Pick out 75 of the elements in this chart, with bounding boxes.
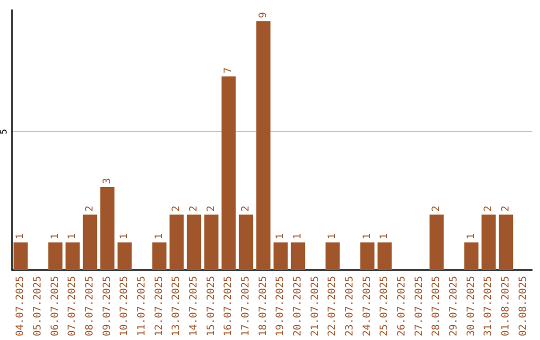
data-label: 1 — [292, 233, 304, 240]
bar — [360, 242, 374, 270]
bar — [498, 214, 514, 270]
bar — [482, 214, 496, 270]
bar — [48, 242, 62, 270]
bar — [256, 21, 270, 270]
x-tick-label: 20.07.2025 — [292, 276, 304, 336]
bar — [238, 214, 254, 270]
data-label: 2 — [240, 206, 252, 212]
x-tick-label: 19.07.2025 — [275, 276, 286, 336]
x-tick-label: 04.07.2025 — [15, 276, 26, 336]
data-label: 2 — [500, 206, 512, 212]
x-tick-label: 06.07.2025 — [50, 276, 61, 336]
x-tick-label: 18.07.2025 — [258, 276, 269, 336]
data-label: 1 — [119, 233, 130, 240]
x-tick-label: 28.07.2025 — [431, 276, 442, 336]
x-tick-label: 01.08.2025 — [500, 276, 512, 336]
x-tick-label: 10.07.2025 — [119, 276, 130, 336]
x-tick-label: 31.07.2025 — [483, 276, 494, 336]
x-tick-label: 09.07.2025 — [102, 276, 113, 336]
bar — [100, 187, 114, 270]
bar — [152, 242, 166, 270]
bar — [464, 242, 478, 270]
bar — [82, 214, 98, 270]
x-tick-label: 26.07.2025 — [396, 276, 408, 336]
x-tick-label: 07.07.2025 — [67, 276, 78, 336]
bar — [14, 242, 28, 270]
x-tick-label: 14.07.2025 — [188, 276, 200, 336]
x-tick-label: 21.07.2025 — [310, 276, 321, 336]
x-tick-label: 16.07.2025 — [223, 276, 234, 336]
x-tick-label: 12.07.2025 — [154, 276, 165, 336]
bar — [430, 214, 444, 270]
x-tick-label: 05.07.2025 — [32, 276, 44, 336]
bar — [222, 76, 236, 270]
bar — [66, 242, 80, 270]
x-tick-label: 13.07.2025 — [171, 276, 182, 336]
data-label: 2 — [431, 206, 442, 212]
bar — [170, 214, 184, 270]
x-tick-label: 29.07.2025 — [448, 276, 460, 336]
bar — [326, 242, 340, 270]
x-tick-label: 24.07.2025 — [362, 276, 373, 336]
y-tick-label: 5 — [0, 128, 10, 134]
data-label: 1 — [67, 233, 78, 240]
data-label: 2 — [206, 206, 217, 212]
x-tick-label: 08.07.2025 — [84, 276, 96, 336]
data-label: 1 — [327, 233, 338, 240]
bar — [118, 242, 132, 270]
data-label: 7 — [223, 67, 234, 74]
data-label: 1 — [362, 233, 373, 240]
bar — [378, 242, 392, 270]
data-label: 1 — [154, 233, 165, 240]
data-label: 1 — [50, 233, 61, 240]
bar — [186, 214, 202, 270]
x-tick-label: 02.08.2025 — [518, 276, 529, 336]
data-label: 2 — [483, 206, 494, 212]
data-label: 2 — [188, 206, 200, 212]
data-label: 2 — [84, 206, 96, 212]
data-label: 1 — [275, 233, 286, 240]
x-tick-label: 17.07.2025 — [240, 276, 252, 336]
data-label: 1 — [15, 233, 26, 240]
bar — [290, 242, 306, 270]
x-tick-label: 11.07.2025 — [136, 276, 148, 336]
bar — [204, 214, 218, 270]
bar — [274, 242, 288, 270]
x-tick-label: 23.07.2025 — [344, 276, 356, 336]
data-label: 9 — [258, 12, 269, 18]
x-tick-label: 25.07.2025 — [379, 276, 390, 336]
x-tick-label: 27.07.2025 — [414, 276, 425, 336]
data-label: 1 — [379, 233, 390, 240]
x-tick-label: 22.07.2025 — [327, 276, 338, 336]
data-label: 2 — [171, 206, 182, 212]
x-tick-label: 30.07.2025 — [466, 276, 477, 336]
data-label: 1 — [466, 233, 477, 240]
data-label: 3 — [102, 178, 113, 184]
x-tick-label: 15.07.2025 — [206, 276, 217, 336]
